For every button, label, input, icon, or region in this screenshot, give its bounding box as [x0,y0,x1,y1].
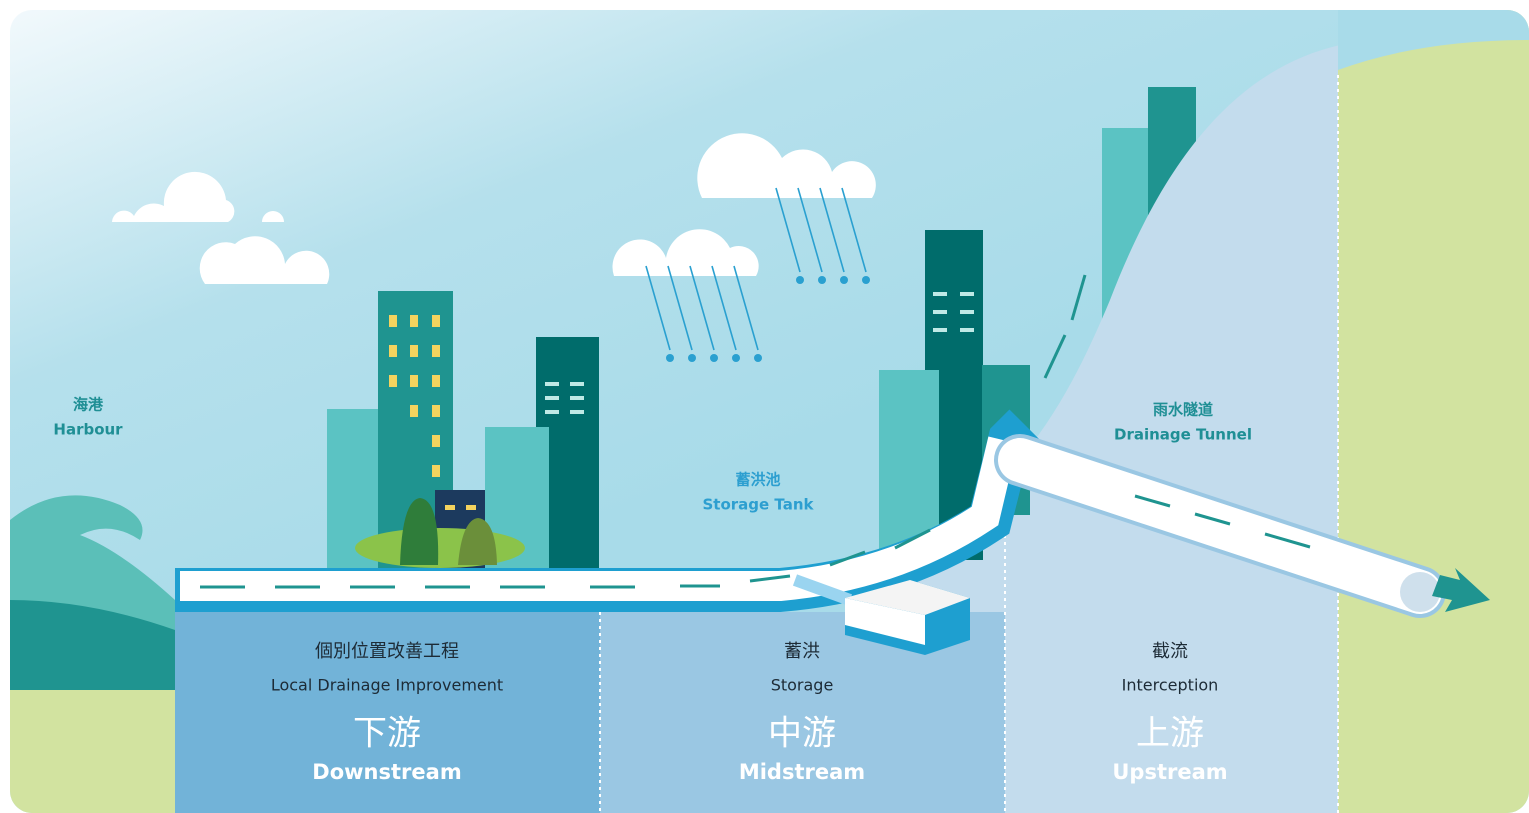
scene: 海港 Harbour 蓄洪池 Storage Tank 雨水隧道 Drainag… [10,10,1529,813]
label-en: Storage Tank [702,496,814,514]
tank-inlet [792,574,853,606]
tunnel-end [1400,572,1440,612]
stream-zh: 上游 [1136,714,1204,754]
tank [845,598,925,645]
zone-title-en: Interception [1122,676,1219,695]
stream-en: Midstream [739,760,865,784]
zone-title-zh: 蓄洪 [784,641,820,662]
tank [845,580,970,615]
trees [355,498,525,568]
label-zh: 海港 [73,396,104,414]
green-land [1338,10,1529,813]
windows-light [545,292,974,414]
label-zh: 雨水隧道 [1153,401,1213,419]
zone-panel [175,612,600,813]
label-zh: 蓄洪池 [735,471,780,489]
zone-title-en: Storage [771,676,834,695]
windows [389,315,476,510]
stream-en: Downstream [312,760,461,784]
sky-corner [1338,10,1529,70]
tunnel [998,438,1442,614]
zone-title-zh: 個別位置改善工程 [315,641,459,662]
zone-title-zh: 截流 [1152,641,1188,662]
zone-title-en: Local Drainage Improvement [271,676,503,695]
flow-arrows [200,274,1490,612]
label-en: Drainage Tunnel [1114,426,1252,444]
zone-texts: 個別位置改善工程 Local Drainage Improvement 下游 Down… [271,641,1228,784]
label-en: Harbour [53,421,123,439]
wave [10,600,175,700]
clouds [112,133,876,284]
stream-zh: 下游 [353,714,421,754]
stream-en: Upstream [1112,760,1227,784]
green-land [10,690,175,813]
stream-zh: 中游 [768,714,836,754]
rain [645,187,867,351]
raindrops [666,276,870,362]
